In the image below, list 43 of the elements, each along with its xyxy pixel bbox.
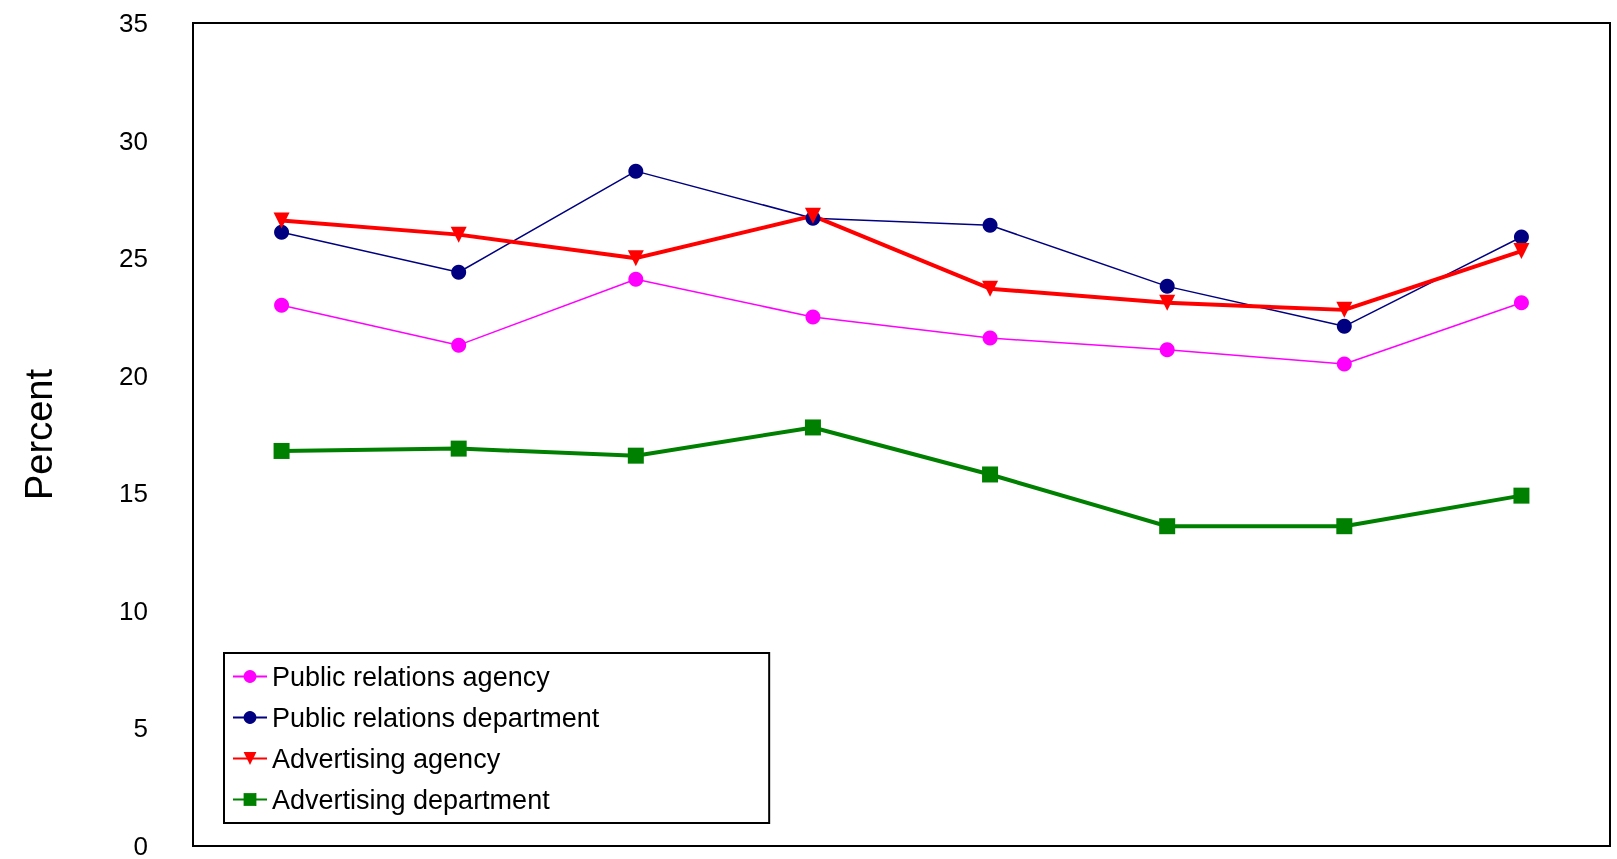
- y-tick-label: 0: [133, 831, 148, 859]
- y-tick-label: 35: [119, 8, 148, 38]
- point: [804, 419, 821, 436]
- point: [1513, 229, 1529, 245]
- y-tick-label: 10: [119, 595, 148, 626]
- point: [1513, 295, 1529, 311]
- point: [274, 224, 290, 240]
- point: [628, 271, 644, 287]
- point: [1336, 318, 1352, 334]
- legend-label: Public relations agency: [272, 661, 551, 692]
- point: [627, 250, 644, 267]
- y-axis-title: Percent: [18, 368, 60, 500]
- point: [982, 330, 998, 346]
- point: [450, 440, 467, 457]
- y-tick-label: 5: [133, 713, 148, 744]
- point: [450, 226, 467, 243]
- legend-label: Advertising agency: [272, 743, 501, 774]
- point: [451, 337, 467, 353]
- point: [274, 297, 290, 313]
- point: [1159, 294, 1176, 311]
- point: [982, 217, 998, 233]
- point: [1513, 487, 1530, 504]
- point: [805, 309, 821, 325]
- point: [627, 447, 644, 464]
- point: [273, 442, 290, 459]
- y-tick-label: 15: [119, 478, 148, 509]
- y-tick-label: 20: [119, 360, 148, 391]
- point: [628, 163, 644, 179]
- point: [1336, 301, 1353, 318]
- point: [451, 264, 467, 280]
- point: [1159, 278, 1175, 294]
- y-tick-label: 30: [119, 125, 148, 156]
- point: [982, 280, 999, 297]
- point: [1336, 356, 1352, 372]
- point: [273, 212, 290, 229]
- point: [982, 466, 999, 483]
- point: [1159, 518, 1176, 535]
- legend-label: Advertising department: [272, 784, 551, 815]
- point: [1159, 342, 1175, 358]
- point: [1513, 243, 1530, 260]
- legend-label: Public relations department: [272, 702, 600, 733]
- point: [1336, 518, 1353, 535]
- y-tick-label: 25: [119, 243, 148, 274]
